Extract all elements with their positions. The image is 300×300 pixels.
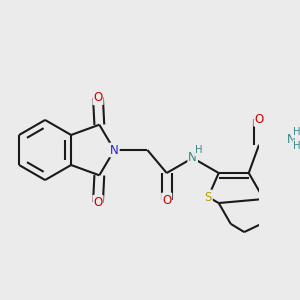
Text: N: N <box>287 133 296 146</box>
Text: N: N <box>188 152 197 164</box>
Text: N: N <box>110 143 119 157</box>
Text: H: H <box>195 145 202 155</box>
Text: S: S <box>205 190 212 203</box>
Text: O: O <box>93 196 103 209</box>
Text: H: H <box>293 141 300 151</box>
Text: O: O <box>254 113 264 126</box>
Text: H: H <box>293 127 300 137</box>
Text: O: O <box>93 91 103 104</box>
Text: O: O <box>162 194 171 206</box>
